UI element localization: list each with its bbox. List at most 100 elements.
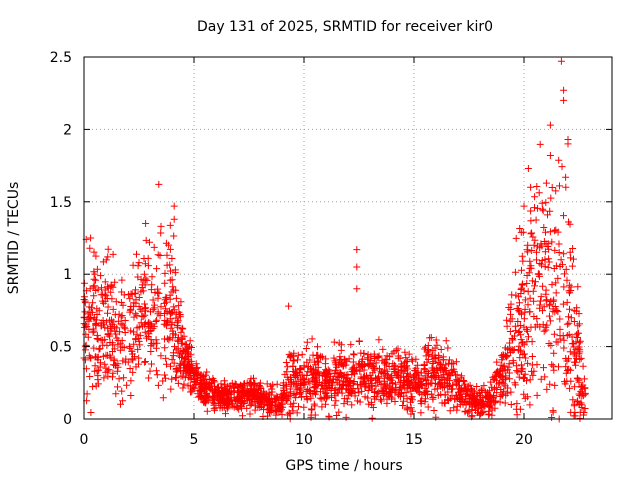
data-point	[94, 380, 102, 388]
data-point	[117, 400, 124, 408]
data-point	[193, 363, 201, 371]
data-point	[96, 363, 104, 371]
data-point	[432, 336, 440, 344]
data-point	[546, 207, 554, 215]
data-point	[163, 360, 170, 368]
y-tick-label: 2	[63, 122, 72, 138]
data-point	[227, 394, 235, 402]
data-point	[532, 278, 539, 286]
data-point	[132, 296, 140, 304]
data-point	[279, 393, 287, 401]
data-point	[222, 401, 230, 409]
data-point	[137, 319, 145, 327]
data-point	[566, 348, 574, 356]
data-point	[330, 354, 338, 362]
data-point	[369, 369, 377, 377]
data-point	[315, 371, 323, 379]
data-point	[383, 381, 391, 389]
data-point	[551, 246, 559, 254]
data-point	[287, 400, 295, 408]
data-point	[92, 252, 100, 260]
data-point	[485, 399, 493, 407]
data-point	[371, 389, 378, 396]
data-point	[526, 401, 534, 409]
data-point	[82, 346, 89, 354]
data-point	[518, 266, 525, 274]
data-point	[453, 406, 461, 414]
data-point	[570, 400, 578, 408]
data-point	[110, 361, 117, 369]
data-point	[246, 410, 254, 418]
data-point	[571, 358, 578, 366]
data-point	[452, 380, 460, 388]
data-point	[220, 389, 228, 397]
data-point	[94, 372, 102, 380]
data-point	[338, 381, 346, 389]
data-point	[145, 318, 153, 326]
data-point	[337, 346, 345, 354]
data-point	[91, 362, 99, 370]
data-point	[119, 301, 127, 309]
data-point	[264, 412, 271, 420]
data-point	[537, 293, 545, 301]
data-point	[298, 371, 306, 379]
data-point	[365, 400, 373, 408]
data-point	[461, 407, 469, 415]
data-point	[141, 311, 149, 319]
data-point	[130, 313, 138, 321]
data-point	[477, 387, 485, 394]
data-point	[526, 376, 534, 384]
data-point	[296, 388, 304, 396]
data-point	[574, 329, 582, 337]
data-point	[182, 366, 190, 374]
data-point	[542, 290, 550, 298]
data-point	[552, 187, 560, 195]
data-point	[540, 238, 548, 245]
x-tick-label: 0	[80, 432, 89, 448]
data-point	[544, 211, 551, 219]
data-point	[361, 361, 369, 369]
data-point	[542, 228, 549, 236]
data-point	[153, 371, 161, 379]
data-point	[107, 354, 115, 362]
data-point	[239, 412, 246, 420]
data-point	[87, 234, 95, 242]
data-point	[540, 303, 548, 311]
data-point	[576, 337, 584, 345]
data-point	[106, 316, 114, 324]
data-point	[126, 365, 134, 372]
data-point	[548, 414, 556, 421]
data-point	[145, 327, 153, 335]
data-point	[272, 411, 280, 419]
data-point	[133, 330, 141, 338]
data-point	[456, 394, 464, 402]
data-point	[267, 391, 275, 399]
data-point	[540, 327, 548, 335]
data-point	[415, 376, 422, 384]
data-point	[368, 414, 376, 422]
data-point	[505, 360, 513, 368]
y-axis-label: SRMTID / TECUs	[6, 182, 22, 295]
data-point	[179, 325, 187, 333]
data-point	[418, 382, 426, 390]
data-point	[528, 247, 536, 254]
data-point	[102, 368, 110, 376]
data-point	[318, 403, 326, 411]
data-point	[189, 384, 197, 392]
data-point	[552, 279, 560, 287]
data-point	[167, 324, 175, 332]
data-point	[496, 398, 504, 406]
data-point	[111, 278, 119, 286]
data-point	[517, 228, 525, 236]
data-point	[375, 373, 383, 381]
data-point	[566, 305, 573, 313]
data-point	[132, 286, 139, 294]
data-point	[170, 202, 178, 210]
data-point	[365, 380, 373, 387]
data-point	[504, 352, 512, 360]
data-point	[135, 354, 143, 362]
data-point	[539, 282, 547, 290]
data-point	[174, 337, 182, 345]
data-point	[517, 284, 525, 292]
data-point	[348, 401, 356, 409]
